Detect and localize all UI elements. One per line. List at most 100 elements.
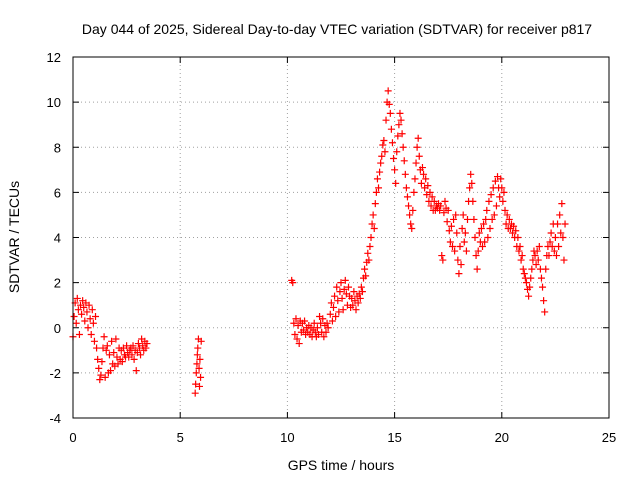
data-point: [371, 200, 379, 208]
x-tick-label: 10: [280, 430, 294, 445]
data-point: [103, 342, 111, 350]
chart-title: Day 044 of 2025, Sidereal Day-to-day VTE…: [82, 21, 592, 37]
data-point: [486, 224, 494, 232]
data-point: [480, 220, 488, 228]
data-point: [477, 224, 485, 232]
data-point: [105, 351, 113, 359]
data-point: [557, 229, 565, 237]
data-point: [522, 279, 530, 287]
data-point: [130, 355, 138, 363]
data-point: [406, 211, 414, 219]
data-point: [420, 170, 428, 178]
data-point: [526, 283, 534, 291]
data-point: [438, 252, 446, 260]
data-point: [317, 319, 325, 327]
data-point: [195, 364, 203, 372]
data-point: [324, 324, 332, 332]
data-point: [560, 256, 568, 264]
data-point: [350, 288, 358, 296]
data-point: [497, 175, 505, 183]
data-point: [532, 261, 540, 269]
data-points: [69, 87, 569, 397]
data-point: [381, 148, 389, 156]
data-point: [394, 132, 402, 140]
data-point: [301, 317, 309, 325]
data-point: [482, 215, 490, 223]
data-point: [328, 317, 336, 325]
data-point: [102, 346, 110, 354]
data-point: [548, 243, 556, 251]
y-tick-label: 8: [54, 140, 61, 155]
data-point: [525, 292, 533, 300]
y-tick-label: 12: [47, 50, 61, 65]
data-point: [118, 358, 126, 366]
data-point: [378, 152, 386, 160]
data-point: [410, 188, 418, 196]
data-point: [293, 335, 301, 343]
data-point: [426, 188, 434, 196]
data-point: [518, 252, 526, 260]
data-point: [555, 243, 563, 251]
data-point: [422, 175, 430, 183]
data-point: [74, 306, 82, 314]
data-point: [528, 265, 536, 273]
data-point: [453, 229, 461, 237]
data-point: [469, 197, 477, 205]
data-point: [393, 148, 401, 156]
data-point: [93, 344, 101, 352]
data-point: [313, 324, 321, 332]
data-point: [400, 157, 408, 165]
data-point: [319, 315, 327, 323]
data-point: [424, 182, 432, 190]
data-point: [354, 299, 362, 307]
data-point: [401, 170, 409, 178]
data-point: [391, 166, 399, 174]
data-point: [541, 308, 549, 316]
data-point: [554, 220, 562, 228]
data-point: [390, 155, 398, 163]
data-point: [451, 247, 459, 255]
data-point: [405, 202, 413, 210]
data-point: [100, 333, 108, 341]
data-point: [550, 247, 558, 255]
data-point: [501, 206, 509, 214]
data-point: [341, 276, 349, 284]
data-point: [107, 367, 115, 375]
data-point: [471, 234, 479, 241]
data-point: [329, 303, 337, 311]
data-point: [395, 121, 403, 129]
data-point: [81, 317, 89, 325]
data-point: [448, 243, 456, 251]
data-point: [195, 382, 203, 390]
data-point: [290, 319, 298, 327]
x-tick-label: 15: [387, 430, 401, 445]
data-point: [407, 220, 415, 228]
data-point: [361, 265, 369, 273]
x-axis-label: GPS time / hours: [288, 457, 395, 473]
data-point: [481, 238, 489, 246]
data-point: [505, 215, 513, 223]
data-point: [542, 265, 550, 273]
data-point: [197, 337, 205, 345]
data-point: [295, 340, 303, 348]
data-point: [134, 340, 142, 348]
data-point: [413, 143, 421, 151]
data-point: [439, 256, 447, 264]
data-point: [97, 371, 105, 379]
data-point: [470, 215, 478, 223]
data-point: [535, 243, 543, 251]
data-point: [398, 130, 406, 138]
data-point: [193, 360, 201, 368]
data-point: [327, 299, 335, 307]
data-point: [531, 252, 539, 260]
data-point: [399, 143, 407, 151]
data-point: [516, 243, 524, 251]
data-point: [333, 283, 341, 291]
data-point: [142, 344, 150, 352]
data-point: [75, 331, 83, 339]
data-point: [72, 319, 80, 327]
data-point: [397, 116, 405, 124]
data-point: [539, 283, 547, 291]
data-point: [377, 159, 385, 167]
